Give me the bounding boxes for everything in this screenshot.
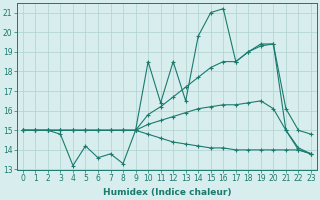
X-axis label: Humidex (Indice chaleur): Humidex (Indice chaleur) (103, 188, 231, 197)
